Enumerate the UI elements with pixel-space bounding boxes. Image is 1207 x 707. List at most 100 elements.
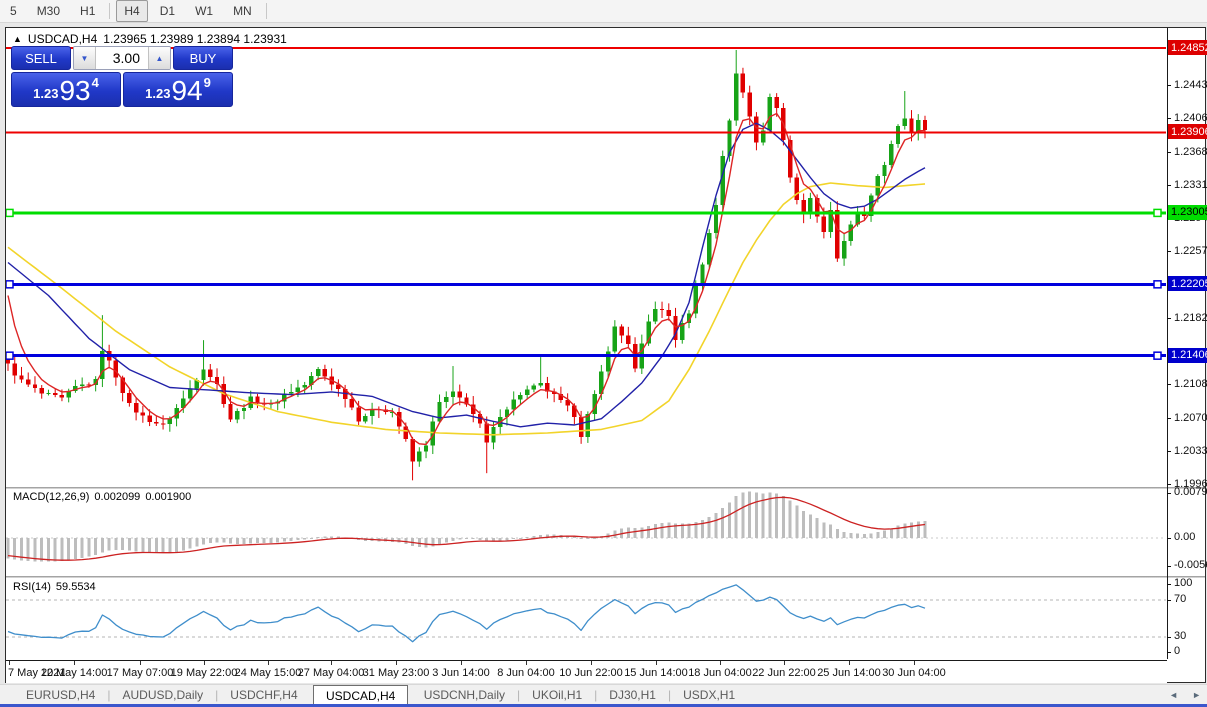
time-tick-label: 30 Jun 04:00 (882, 667, 946, 679)
timeframe-button-d1[interactable]: D1 (159, 4, 176, 18)
rsi-value: 59.5534 (55, 581, 96, 593)
tab-scroll-left-icon[interactable]: ◄ (1169, 690, 1179, 700)
time-axis[interactable]: 7 May 2021 12 May 14:00 17 May 07:00 19 May… (6, 660, 1167, 683)
rsi-pane-canvas[interactable] (6, 578, 1166, 659)
macd-label: MACD(12,26,9) 0.002099 0.001900 (13, 491, 191, 503)
line-handle-right[interactable] (1153, 351, 1162, 360)
macd-name: MACD(12,26,9) (13, 491, 90, 503)
line-handle-left[interactable] (6, 351, 14, 360)
volume-increase-icon[interactable]: ▲ (148, 47, 170, 69)
macd-signal-value: 0.001900 (145, 491, 192, 503)
chart-tab-usdx[interactable]: USDX,H1 (683, 688, 736, 702)
tab-separator: | (215, 688, 219, 702)
bottom-accent-strip (0, 704, 1207, 707)
time-tick-label: 3 Jun 14:00 (432, 667, 490, 679)
timeframe-button-mn[interactable]: MN (233, 4, 252, 18)
price-level-badge: 1.24852 (1168, 40, 1207, 55)
volume-input[interactable]: 3.00 (96, 47, 148, 69)
buy-button[interactable]: BUY (173, 46, 233, 70)
price-tick-mark (1167, 185, 1171, 187)
price-tick-label: 1.21820 (1174, 311, 1207, 324)
buy-price-sup: 9 (203, 75, 211, 90)
indicator-tick-label: 0 (1174, 645, 1181, 657)
price-tick-mark (1167, 118, 1171, 120)
chart-tab-dj30[interactable]: DJ30,H1 (609, 688, 656, 702)
line-handle-right[interactable] (1153, 208, 1162, 218)
time-tick-mark (140, 661, 141, 665)
chart-window: ▲ USDCAD,H4 1.23965 1.23989 1.23894 1.23… (5, 27, 1207, 683)
chart-tab-usdchf[interactable]: USDCHF,H4 (230, 688, 298, 702)
price-tick-label: 1.23680 (1174, 145, 1207, 158)
price-tick-mark (1167, 451, 1171, 453)
timeframe-button-w1[interactable]: W1 (195, 4, 214, 18)
chart-symbol-label: USDCAD,H4 (27, 32, 98, 46)
price-tick-mark (1167, 152, 1171, 154)
chart-tab-usdcnh[interactable]: USDCNH,Daily (423, 688, 506, 702)
time-tick-label: 25 Jun 14:00 (817, 667, 881, 679)
price-tick-label: 1.20700 (1174, 411, 1207, 424)
price-tick-mark (1167, 484, 1171, 486)
buy-price-box[interactable]: 1.23 94 9 (123, 72, 233, 107)
sell-button[interactable]: SELL (11, 46, 71, 70)
chart-tab-ukoil[interactable]: UKOil,H1 (532, 688, 583, 702)
macd-pane-canvas[interactable] (6, 488, 1166, 576)
price-tick-mark (1167, 318, 1171, 320)
volume-spinner: ▼ 3.00 ▲ (73, 46, 171, 70)
volume-decrease-icon[interactable]: ▼ (74, 47, 96, 69)
line-handle-left[interactable] (6, 280, 14, 289)
price-tick-mark (1167, 418, 1171, 420)
timeframe-button-h1[interactable]: H1 (80, 4, 96, 18)
timeframe-button-m30[interactable]: M30 (36, 4, 61, 18)
price-tick-label: 1.19960 (1174, 477, 1207, 490)
timeframe-button-5[interactable]: 5 (10, 4, 17, 18)
chart-tab-audusd[interactable]: AUDUSD,Daily (122, 688, 204, 702)
time-tick-mark (268, 661, 269, 665)
time-tick-mark (720, 661, 721, 665)
price-level-badge: 1.22205 (1168, 276, 1207, 292)
indicator-tick-mark (1167, 538, 1171, 539)
timeframe-button-h4[interactable]: H4 (116, 0, 148, 22)
line-handle-right[interactable] (1153, 280, 1162, 289)
rsi-name: RSI(14) (13, 581, 51, 593)
sell-price-box[interactable]: 1.23 93 4 (11, 72, 121, 107)
tab-scroll-right-icon[interactable]: ► (1192, 690, 1201, 700)
pane-splitter[interactable] (6, 576, 1205, 578)
time-tick-label: 10 Jun 22:00 (559, 667, 623, 679)
indicator-tick-label: -0.00566 (1174, 559, 1207, 571)
time-tick-label: 17 May 07:00 (106, 667, 174, 679)
price-tick-mark (1167, 384, 1171, 386)
price-tick-label: 1.23310 (1174, 178, 1207, 191)
price-tick-label: 1.21080 (1174, 377, 1207, 390)
pane-splitter[interactable] (6, 487, 1205, 489)
indicator-tick-label: 0.00 (1174, 531, 1196, 543)
time-tick-label: 15 Jun 14:00 (624, 667, 688, 679)
indicator-tick-mark (1167, 493, 1171, 494)
tab-separator: | (594, 688, 598, 702)
sell-price-prefix: 1.23 (33, 86, 59, 101)
chart-title: ▲ USDCAD,H4 1.23965 1.23989 1.23894 1.23… (13, 32, 287, 46)
indicator-tick-label: 30 (1174, 630, 1187, 642)
time-tick-mark (656, 661, 657, 665)
toolbar-separator (265, 3, 267, 19)
time-tick-mark (396, 661, 397, 665)
price-axis[interactable]: 1.248001.244301.240601.236801.233101.229… (1167, 28, 1207, 682)
price-tick-mark (1167, 85, 1171, 87)
time-tick-mark (461, 661, 462, 665)
time-tick-label: 31 May 23:00 (362, 667, 430, 679)
chart-tab-eurusd[interactable]: EURUSD,H4 (26, 688, 96, 702)
time-tick-mark (526, 661, 527, 665)
indicator-tick-mark (1167, 600, 1171, 601)
time-tick-label: 27 May 04:00 (297, 667, 365, 679)
collapse-triangle-icon[interactable]: ▲ (13, 34, 22, 44)
time-tick-label: 22 Jun 22:00 (752, 667, 816, 679)
indicator-tick-mark (1167, 584, 1171, 585)
chart-tab-usdcad[interactable]: USDCAD,H4 (312, 685, 409, 705)
line-handle-left[interactable] (6, 208, 14, 218)
price-level-badge: 1.21406 (1168, 347, 1207, 363)
chart-ohlc-values: 1.23965 1.23989 1.23894 1.23931 (103, 32, 287, 46)
time-tick-label: 7 May 2021 (8, 667, 66, 679)
price-level-badge: 1.23906 (1168, 124, 1207, 140)
price-tick-label: 1.24060 (1174, 111, 1207, 124)
tab-separator: | (667, 688, 672, 702)
